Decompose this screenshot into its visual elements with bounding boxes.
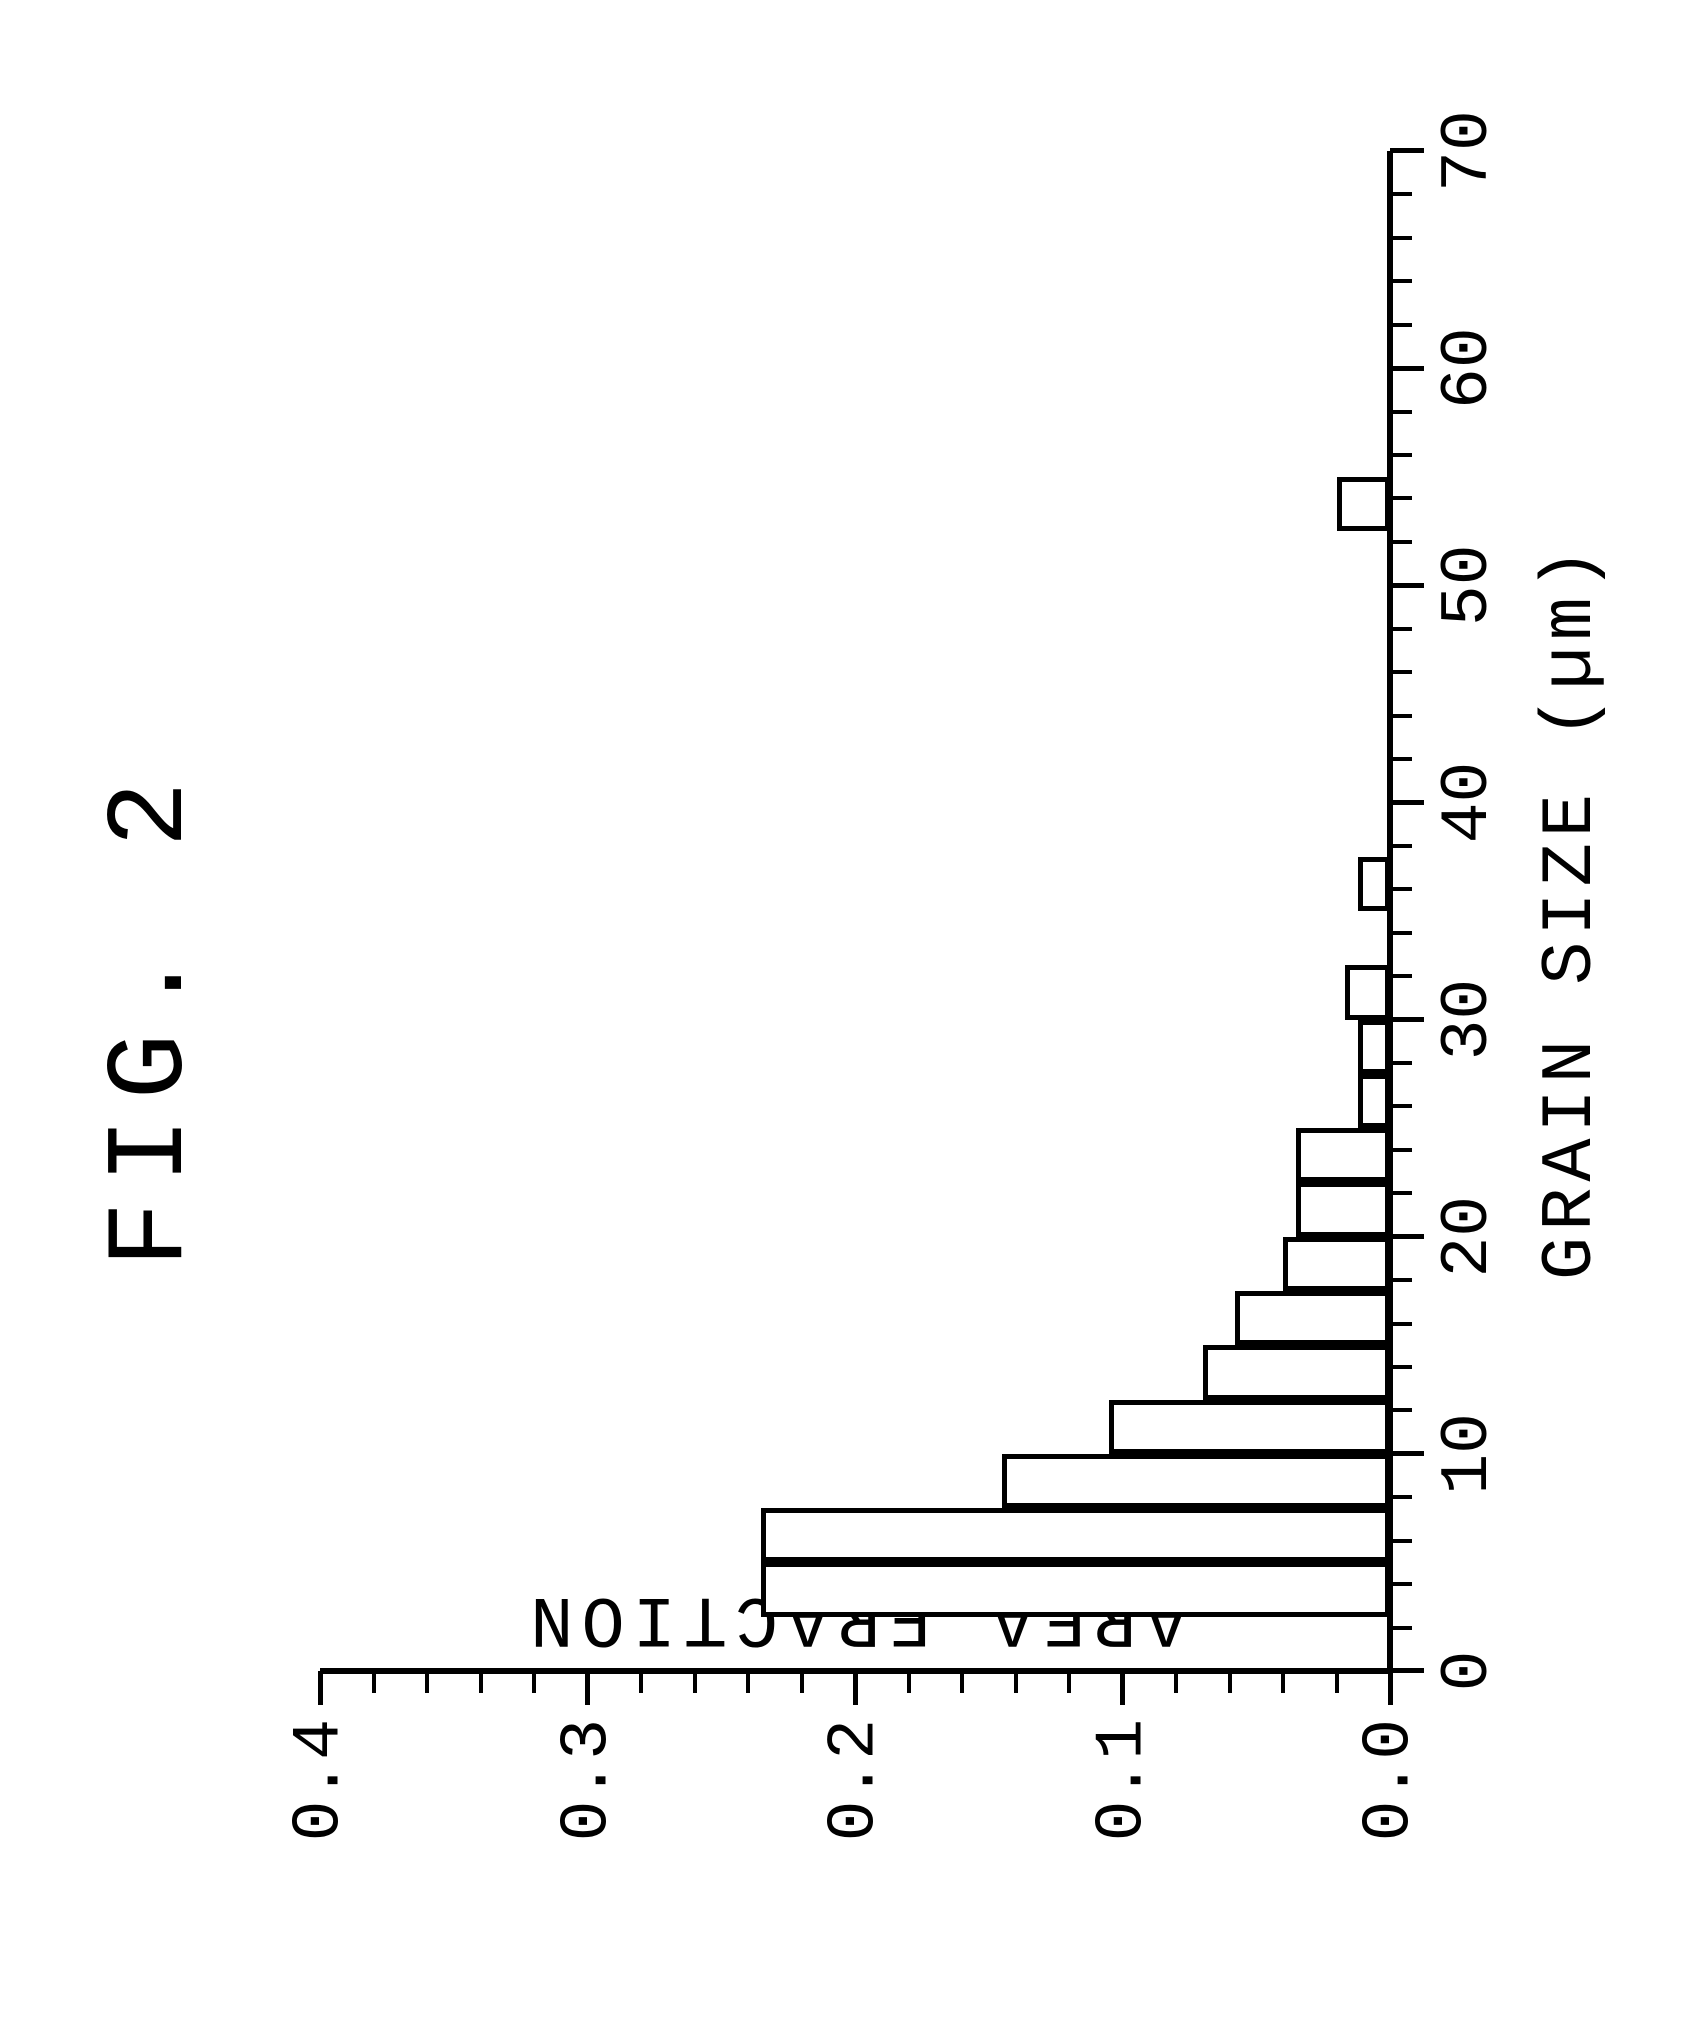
- histogram-bar: [1358, 1020, 1390, 1074]
- histogram-bar: [1296, 1182, 1390, 1236]
- x-tick: [1390, 583, 1424, 588]
- x-tick-minor: [1390, 670, 1412, 674]
- x-tick-minor: [1390, 1061, 1412, 1065]
- y-tick-label: 0.4: [282, 1719, 359, 1841]
- histogram-bar: [1296, 1128, 1390, 1182]
- x-tick-minor: [1390, 1104, 1412, 1108]
- x-tick: [1390, 366, 1424, 371]
- x-axis-label: GRAIN SIZE (µm): [1530, 151, 1612, 1671]
- x-tick-minor: [1390, 1539, 1412, 1543]
- x-tick-label: 0: [1430, 1651, 1507, 1692]
- y-tick: [585, 1671, 590, 1705]
- chart-rotated-container: FIG. 2 GRAIN SIZE (µm) AREA FRACTION 010…: [0, 0, 1691, 2031]
- y-tick-minor: [1281, 1671, 1285, 1693]
- y-tick: [853, 1671, 858, 1705]
- histogram-bar: [761, 1508, 1390, 1562]
- y-tick-minor: [1174, 1671, 1178, 1693]
- x-tick: [1390, 1451, 1424, 1456]
- histogram-bar: [1002, 1454, 1390, 1508]
- histogram-bar: [1345, 965, 1390, 1019]
- y-tick-minor: [479, 1671, 483, 1693]
- y-tick-minor: [1335, 1671, 1339, 1693]
- y-tick: [1120, 1671, 1125, 1705]
- x-tick-label: 70: [1430, 110, 1507, 192]
- y-tick-minor: [800, 1671, 804, 1693]
- histogram-bar: [1235, 1291, 1390, 1345]
- x-tick-label: 30: [1430, 979, 1507, 1061]
- x-tick-minor: [1390, 1408, 1412, 1412]
- y-tick-minor: [372, 1671, 376, 1693]
- x-tick-minor: [1390, 453, 1412, 457]
- y-tick-label: 0.3: [549, 1719, 626, 1841]
- x-tick-minor: [1390, 844, 1412, 848]
- x-tick-label: 20: [1430, 1196, 1507, 1278]
- y-tick-minor: [532, 1671, 536, 1693]
- y-tick: [1388, 1671, 1393, 1705]
- y-tick-minor: [907, 1671, 911, 1693]
- y-tick-minor: [1014, 1671, 1018, 1693]
- x-tick-minor: [1390, 1582, 1412, 1586]
- x-tick-label: 40: [1430, 762, 1507, 844]
- y-tick-minor: [746, 1671, 750, 1693]
- y-tick-minor: [1228, 1671, 1232, 1693]
- y-tick-minor: [1067, 1671, 1071, 1693]
- x-tick: [1390, 800, 1424, 805]
- x-tick: [1390, 1017, 1424, 1022]
- histogram-bar: [1203, 1345, 1390, 1399]
- histogram-bar: [1358, 857, 1390, 911]
- histogram-bar: [1109, 1400, 1390, 1454]
- y-tick-minor: [960, 1671, 964, 1693]
- histogram-bar: [1283, 1237, 1390, 1291]
- histogram-bar: [1358, 1074, 1390, 1128]
- y-tick-label: 0.0: [1352, 1719, 1429, 1841]
- x-tick-label: 10: [1430, 1413, 1507, 1495]
- plot-area: GRAIN SIZE (µm) AREA FRACTION 0102030405…: [320, 151, 1390, 1671]
- x-tick-minor: [1390, 1278, 1412, 1282]
- y-tick-label: 0.1: [1084, 1719, 1161, 1841]
- x-tick-minor: [1390, 627, 1412, 631]
- canvas: FIG. 2 GRAIN SIZE (µm) AREA FRACTION 010…: [0, 0, 1691, 2031]
- x-tick-minor: [1390, 1495, 1412, 1499]
- figure-title: FIG. 2: [90, 0, 215, 2031]
- x-tick-minor: [1390, 1626, 1412, 1630]
- x-tick: [1390, 149, 1424, 154]
- y-tick-minor: [425, 1671, 429, 1693]
- x-tick-minor: [1390, 323, 1412, 327]
- x-tick-minor: [1390, 1148, 1412, 1152]
- x-tick-label: 50: [1430, 544, 1507, 626]
- y-tick: [318, 1671, 323, 1705]
- x-tick: [1390, 1669, 1424, 1674]
- x-tick-minor: [1390, 887, 1412, 891]
- x-tick-minor: [1390, 1365, 1412, 1369]
- x-tick-minor: [1390, 1322, 1412, 1326]
- x-tick-minor: [1390, 279, 1412, 283]
- x-tick-minor: [1390, 410, 1412, 414]
- histogram-bar: [761, 1562, 1390, 1616]
- x-tick: [1390, 1234, 1424, 1239]
- x-tick-minor: [1390, 714, 1412, 718]
- x-tick-minor: [1390, 192, 1412, 196]
- x-tick-minor: [1390, 496, 1412, 500]
- histogram-bar: [1337, 477, 1391, 531]
- y-tick-minor: [693, 1671, 697, 1693]
- x-tick-minor: [1390, 540, 1412, 544]
- x-tick-minor: [1390, 236, 1412, 240]
- x-tick-minor: [1390, 1191, 1412, 1195]
- x-tick-minor: [1390, 974, 1412, 978]
- x-tick-minor: [1390, 931, 1412, 935]
- y-tick-minor: [639, 1671, 643, 1693]
- x-tick-minor: [1390, 757, 1412, 761]
- y-tick-label: 0.2: [817, 1719, 894, 1841]
- x-tick-label: 60: [1430, 327, 1507, 409]
